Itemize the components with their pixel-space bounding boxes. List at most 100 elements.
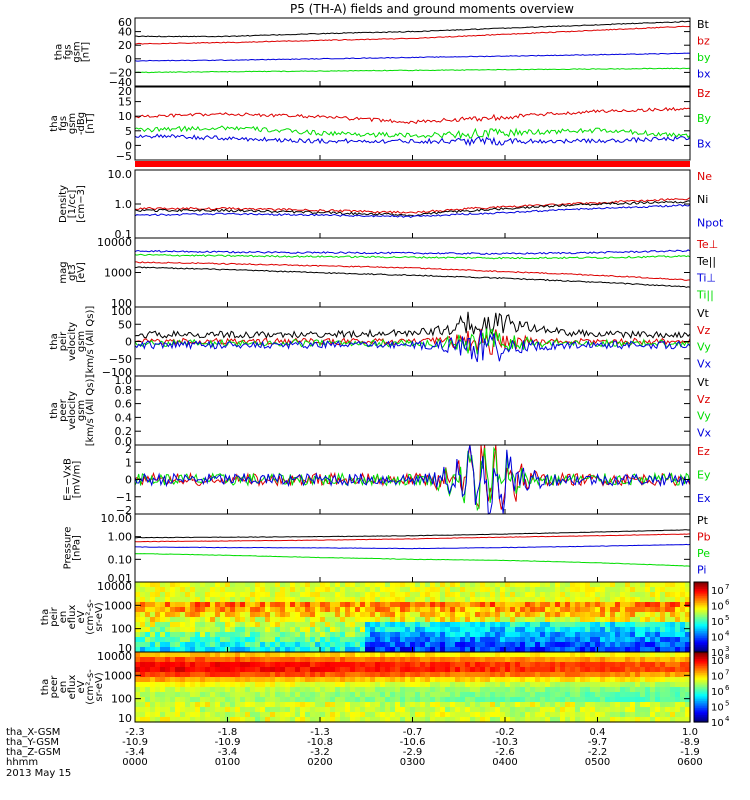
spectrogram-cell xyxy=(495,612,501,618)
spectrogram-cell xyxy=(620,652,626,658)
spectrogram-cell xyxy=(335,667,341,673)
spectrogram-cell xyxy=(530,712,536,718)
spectrogram-cell xyxy=(575,657,581,663)
series-line-Npot xyxy=(134,204,691,218)
spectrogram-cell xyxy=(575,717,581,723)
spectrogram-cell xyxy=(680,602,686,608)
spectrogram-cell xyxy=(230,687,236,693)
spectrogram-cell xyxy=(635,587,641,593)
spectrogram-cell xyxy=(505,647,511,653)
spectrogram-cell xyxy=(320,672,326,678)
spectrogram-cell xyxy=(220,587,226,593)
spectrogram-cell xyxy=(445,667,451,673)
spectrogram-cell xyxy=(365,657,371,663)
spectrogram-cell xyxy=(580,617,586,623)
spectrogram-cell xyxy=(350,637,356,643)
spectrogram-cell xyxy=(195,592,201,598)
spectrogram-cell xyxy=(235,657,241,663)
y-axis-label: thafgsgsm-dBg[nT] xyxy=(49,112,96,135)
spectrogram-cell xyxy=(370,652,376,658)
spectrogram-cell xyxy=(510,617,516,623)
spectrogram-cell xyxy=(620,657,626,663)
spectrogram-cell xyxy=(145,717,151,723)
spectrogram-cell xyxy=(205,607,211,613)
spectrogram-cell xyxy=(345,597,351,603)
spectrogram-cell xyxy=(455,582,461,588)
spectrogram-cell xyxy=(185,597,191,603)
spectrogram-cell xyxy=(195,647,201,653)
spectrogram-cell xyxy=(400,697,406,703)
spectrogram-cell xyxy=(420,652,426,658)
spectrogram-cell xyxy=(365,707,371,713)
spectrogram-cell xyxy=(165,707,171,713)
spectrogram-cell xyxy=(525,702,531,708)
spectrogram-cell xyxy=(670,652,676,658)
colorbar-step xyxy=(694,620,708,623)
spectrogram-cell xyxy=(180,617,186,623)
spectrogram-cell xyxy=(545,627,551,633)
spectrogram-cell xyxy=(300,712,306,718)
spectrogram-cell xyxy=(450,647,456,653)
spectrogram-cell xyxy=(175,672,181,678)
spectrogram-cell xyxy=(465,582,471,588)
colorbar-step xyxy=(694,627,708,630)
spectrogram-cell xyxy=(580,657,586,663)
spectrogram-cell xyxy=(285,642,291,648)
spectrogram-cell xyxy=(135,692,141,698)
y-tick-label: 0.0 xyxy=(115,435,133,448)
spectrogram-cell xyxy=(590,667,596,673)
spectrogram-cell xyxy=(470,617,476,623)
spectrogram-cell xyxy=(160,667,166,673)
spectrogram-cell xyxy=(325,592,331,598)
spectrogram-cell xyxy=(225,592,231,598)
spectrogram-cell xyxy=(140,612,146,618)
spectrogram-cell xyxy=(550,692,556,698)
spectrogram-cell xyxy=(480,622,486,628)
spectrogram-cell xyxy=(415,637,421,643)
spectrogram-cell xyxy=(160,612,166,618)
spectrogram-cell xyxy=(615,642,621,648)
spectrogram-cell xyxy=(415,627,421,633)
spectrogram-cell xyxy=(365,692,371,698)
spectrogram-cell xyxy=(650,642,656,648)
spectrogram-cell xyxy=(460,657,466,663)
spectrogram-cell xyxy=(630,667,636,673)
spectrogram-cell xyxy=(245,607,251,613)
spectrogram-cell xyxy=(340,592,346,598)
spectrogram-cell xyxy=(325,662,331,668)
spectrogram-cell xyxy=(445,627,451,633)
spectrogram-cell xyxy=(630,657,636,663)
ephemeris-value: 0300 xyxy=(400,757,425,768)
spectrogram-cell xyxy=(420,692,426,698)
spectrogram-cell xyxy=(510,672,516,678)
spectrogram-cell xyxy=(480,702,486,708)
spectrogram-cell xyxy=(565,642,571,648)
spectrogram-cell xyxy=(605,687,611,693)
spectrogram-cell xyxy=(655,647,661,653)
spectrogram-cell xyxy=(285,592,291,598)
spectrogram-cell xyxy=(595,587,601,593)
spectrogram-cell xyxy=(620,637,626,643)
spectrogram-cell xyxy=(580,632,586,638)
spectrogram-cell xyxy=(175,667,181,673)
spectrogram-cell xyxy=(550,662,556,668)
spectrogram-cell xyxy=(315,587,321,593)
spectrogram-cell xyxy=(435,672,441,678)
spectrogram-cell xyxy=(260,612,266,618)
spectrogram-cell xyxy=(645,612,651,618)
spectrogram-cell xyxy=(670,602,676,608)
spectrogram-cell xyxy=(460,637,466,643)
y-tick-label: 10 xyxy=(118,110,132,123)
spectrogram-cell xyxy=(455,642,461,648)
spectrogram-cell xyxy=(280,712,286,718)
spectrogram-cell xyxy=(280,642,286,648)
spectrogram-cell xyxy=(250,592,256,598)
spectrogram-cell xyxy=(520,592,526,598)
spectrogram-cell xyxy=(225,622,231,628)
spectrogram-cell xyxy=(615,692,621,698)
spectrogram-cell xyxy=(575,607,581,613)
spectrogram-cell xyxy=(175,692,181,698)
spectrogram-cell xyxy=(580,717,586,723)
spectrogram-cell xyxy=(640,662,646,668)
spectrogram-cell xyxy=(215,602,221,608)
